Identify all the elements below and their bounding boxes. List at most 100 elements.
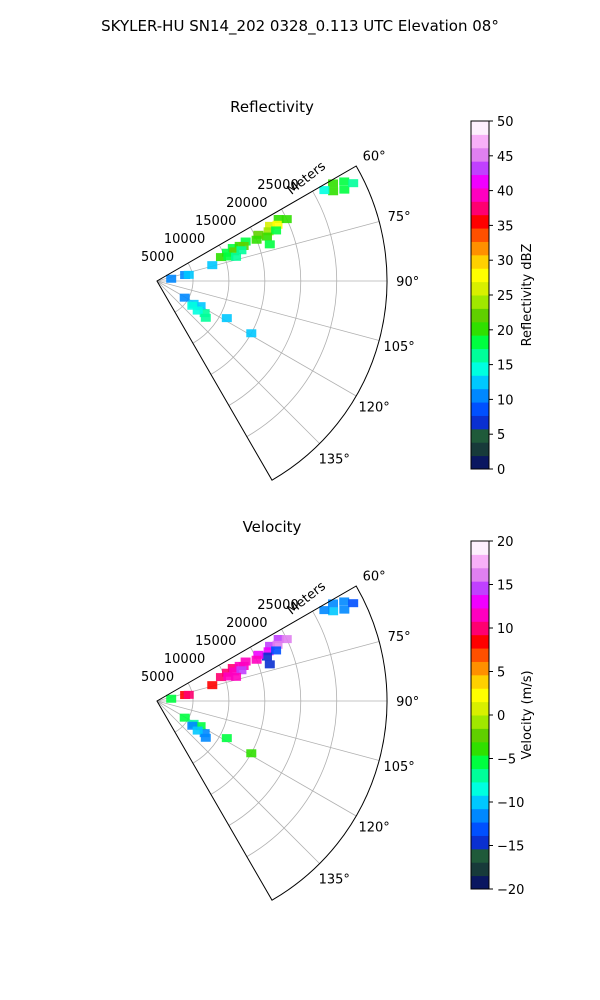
theta-tick-label: 135° bbox=[319, 872, 350, 887]
echo-point bbox=[339, 597, 350, 606]
echo-point bbox=[179, 293, 190, 302]
colorbar-tick-label: −20 bbox=[497, 883, 524, 898]
echo-point bbox=[339, 177, 350, 186]
colorbar-tick-label: 5 bbox=[497, 428, 505, 443]
colorbar-segment bbox=[471, 321, 489, 336]
colorbar-segment bbox=[471, 768, 489, 783]
colorbar-segment bbox=[471, 648, 489, 662]
colorbar-segment bbox=[471, 442, 489, 457]
echo-point bbox=[238, 241, 249, 250]
radial-tick-label: 20000 bbox=[226, 196, 267, 211]
theta-gridline bbox=[156, 221, 380, 282]
reflectivity-panel: Reflectivity500010000150002000025000Mete… bbox=[141, 98, 535, 481]
echo-point bbox=[240, 237, 251, 246]
colorbar-segment bbox=[471, 121, 489, 135]
figure-title: SKYLER-HU SN14_202 0328_0.113 UTC Elevat… bbox=[101, 17, 499, 36]
echo-point bbox=[273, 635, 284, 644]
echo-point bbox=[229, 247, 240, 256]
echo-point bbox=[207, 681, 218, 690]
echo-point bbox=[200, 313, 211, 322]
colorbar-tick-label: 10 bbox=[497, 622, 514, 637]
echo-point bbox=[240, 657, 251, 666]
echo-point bbox=[200, 733, 211, 742]
colorbar-segment bbox=[471, 348, 489, 363]
radial-tick-label: 10000 bbox=[164, 232, 205, 247]
echo-point bbox=[192, 306, 203, 315]
echo-point bbox=[348, 599, 359, 608]
theta-tick-label: 90° bbox=[396, 275, 419, 290]
echo-point bbox=[199, 729, 210, 738]
echo-point bbox=[215, 253, 226, 262]
echo-point bbox=[231, 252, 242, 261]
colorbar-tick-label: 25 bbox=[497, 289, 514, 304]
colorbar-segment bbox=[471, 415, 489, 430]
colorbar-segment bbox=[471, 455, 489, 470]
velocity-panel: Velocity500010000150002000025000Meters60… bbox=[141, 518, 535, 901]
colorbar-segment bbox=[471, 848, 489, 863]
colorbar-segment bbox=[471, 541, 489, 555]
echo-point bbox=[215, 673, 226, 682]
colorbar-segment bbox=[471, 741, 489, 756]
colorbar-segment bbox=[471, 567, 489, 582]
colorbar-tick-label: 50 bbox=[497, 115, 514, 130]
theta-tick-label: 90° bbox=[396, 695, 419, 710]
colorbar-segment bbox=[471, 402, 489, 416]
colorbar-segment bbox=[471, 308, 489, 323]
echo-point bbox=[187, 301, 198, 310]
colorbar-label: Reflectivity dBZ bbox=[520, 244, 535, 347]
colorbar-segment bbox=[471, 361, 489, 376]
echo-point bbox=[328, 607, 339, 616]
echo-point bbox=[166, 274, 177, 283]
colorbar-segment bbox=[471, 581, 489, 596]
echo-point bbox=[264, 240, 275, 249]
colorbar-segment bbox=[471, 875, 489, 890]
theta-gridline bbox=[156, 700, 380, 761]
theta-tick-label: 120° bbox=[358, 820, 389, 835]
echo-point bbox=[328, 187, 339, 196]
echo-point bbox=[246, 749, 257, 758]
echo-point bbox=[221, 314, 232, 323]
panel-title: Velocity bbox=[243, 518, 302, 536]
echo-point bbox=[261, 232, 272, 241]
panel-title: Reflectivity bbox=[230, 98, 314, 116]
theta-tick-label: 60° bbox=[363, 570, 386, 585]
echo-point bbox=[319, 606, 330, 615]
colorbar-segment bbox=[471, 835, 489, 850]
radial-tick-label: 20000 bbox=[226, 616, 267, 631]
theta-tick-label: 120° bbox=[358, 400, 389, 415]
colorbar-tick-label: 45 bbox=[497, 150, 514, 165]
sector-outline bbox=[156, 585, 388, 901]
radial-tick-label: 5000 bbox=[141, 250, 174, 265]
colorbar-segment bbox=[471, 621, 489, 636]
echo-point bbox=[231, 672, 242, 681]
colorbar-segment bbox=[471, 862, 489, 877]
colorbar-segment bbox=[471, 254, 489, 269]
echo-point bbox=[271, 226, 282, 235]
echo-point bbox=[221, 734, 232, 743]
echo-point bbox=[253, 230, 264, 239]
colorbar-segment bbox=[471, 428, 489, 443]
echo-point bbox=[328, 179, 339, 188]
colorbar-tick-label: 5 bbox=[497, 666, 505, 681]
echo-point bbox=[251, 235, 262, 244]
colorbar-tick-label: 0 bbox=[497, 709, 505, 724]
echo-point bbox=[195, 722, 206, 731]
theta-gridline bbox=[156, 700, 320, 864]
echo-point bbox=[229, 667, 240, 676]
theta-tick-label: 75° bbox=[388, 630, 411, 645]
colorbar-label: Velocity (m/s) bbox=[520, 670, 535, 759]
echo-point bbox=[187, 721, 198, 730]
colorbar-segment bbox=[471, 295, 489, 309]
echo-point bbox=[183, 690, 194, 699]
colorbar-tick-label: 20 bbox=[497, 324, 514, 339]
echo-point bbox=[195, 302, 206, 311]
colorbar-tick-label: 35 bbox=[497, 219, 514, 234]
colorbar-segment bbox=[471, 688, 489, 703]
sector-outline bbox=[156, 165, 388, 481]
colorbar-segment bbox=[471, 214, 489, 229]
echo-point bbox=[183, 270, 194, 279]
colorbar-segment bbox=[471, 281, 489, 296]
echo-point bbox=[265, 641, 276, 650]
echo-point bbox=[238, 661, 249, 670]
